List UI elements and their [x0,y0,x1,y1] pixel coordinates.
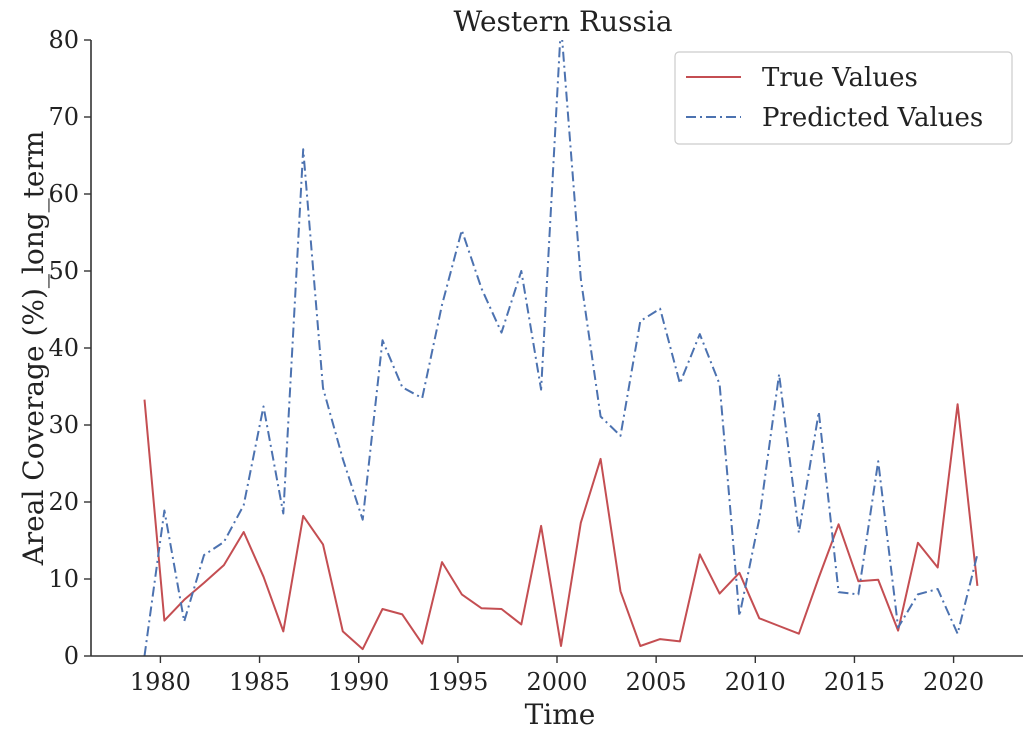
chart-title: Western Russia [453,5,672,38]
y-tick-label: 80 [48,26,79,54]
series-line-predicted-values [143,40,979,656]
legend-label-true-values: True Values [762,63,918,93]
y-axis-ticks: 0 10 20 30 40 50 60 70 80 [48,26,91,670]
x-tick-label: 1995 [427,668,488,696]
x-tick-label: 2010 [725,668,786,696]
y-tick-label: 70 [48,103,79,131]
x-axis-ticks: 1980 1985 1990 1995 2000 2005 2010 2015 2020 [130,656,984,696]
x-tick-label: 1990 [328,668,389,696]
legend: True Values Predicted Values [674,51,1013,145]
x-tick-label: 2020 [923,668,984,696]
x-tick-label: 1980 [130,668,191,696]
y-tick-label: 30 [48,411,79,439]
legend-label-predicted-values: Predicted Values [762,103,983,133]
x-tick-label: 2005 [626,668,687,696]
x-axis-label: Time [525,698,596,731]
series-layer [143,40,979,656]
y-tick-label: 40 [48,334,79,362]
x-tick-label: 2000 [526,668,587,696]
y-axis-label: Areal Coverage (%)_long_term [17,131,50,567]
y-tick-label: 10 [48,565,79,593]
x-tick-label: 1985 [229,668,290,696]
y-tick-label: 0 [64,642,79,670]
x-tick-label: 2015 [824,668,885,696]
y-tick-label: 20 [48,488,79,516]
series-line-true-values [143,399,979,651]
y-tick-label: 60 [48,180,79,208]
legend-box [674,51,1013,145]
y-tick-label: 50 [48,257,79,285]
